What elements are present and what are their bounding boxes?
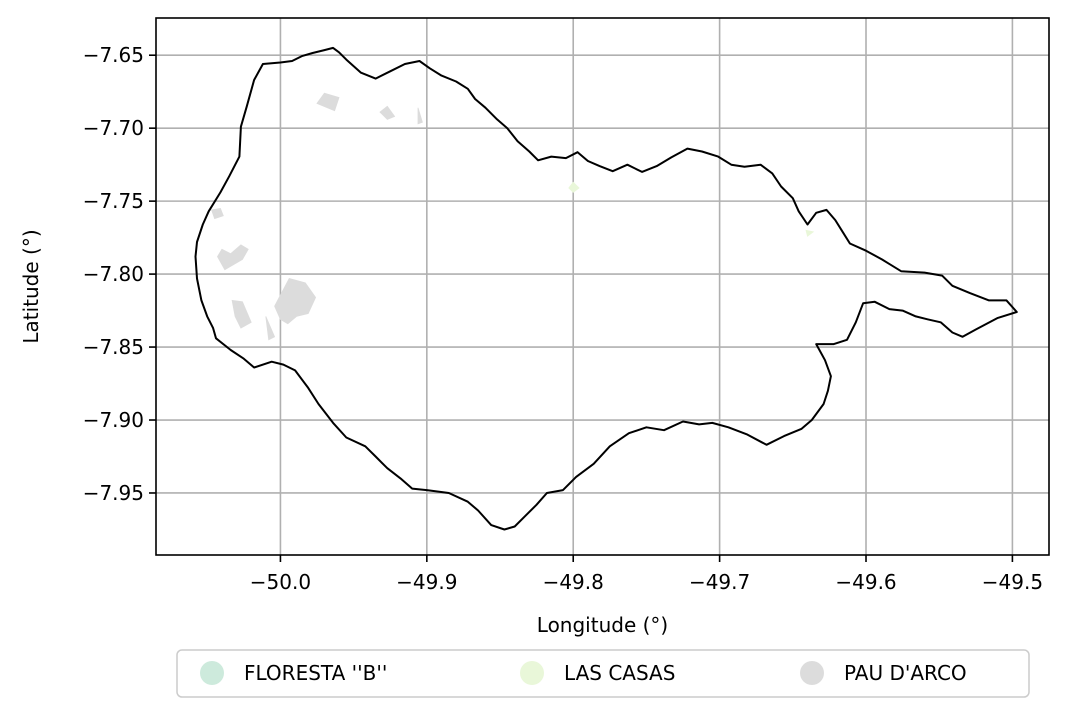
legend-label: PAU D'ARCO <box>844 661 967 685</box>
y-tick-label: −7.70 <box>83 116 144 140</box>
legend-marker <box>200 661 224 685</box>
x-tick-label: −49.8 <box>543 570 604 594</box>
x-axis-label: Longitude (°) <box>537 613 668 637</box>
regions-layer <box>211 92 815 341</box>
region-pau-d-arco <box>217 244 249 271</box>
legend-marker <box>800 661 824 685</box>
y-axis-label: Latitude (°) <box>19 229 43 343</box>
region-las-casas <box>805 229 815 237</box>
region-pau-d-arco <box>316 92 340 112</box>
region-las-casas <box>568 181 580 193</box>
legend-entry-floresta-b: FLORESTA ''B'' <box>200 661 387 685</box>
y-axis-ticks: −7.65 −7.70 −7.75 −7.80 −7.85 −7.90 −7.95 <box>83 43 156 505</box>
legend: FLORESTA ''B'' LAS CASAS PAU D'ARCO <box>176 649 1030 698</box>
x-tick-label: −49.9 <box>396 570 457 594</box>
legend-label: LAS CASAS <box>564 661 675 685</box>
municipality-boundary <box>194 46 1018 531</box>
legend-entry-las-casas: LAS CASAS <box>520 661 675 685</box>
legend-label: FLORESTA ''B'' <box>244 661 387 685</box>
y-tick-label: −7.75 <box>83 189 144 213</box>
y-tick-label: −7.65 <box>83 43 144 67</box>
x-tick-label: −50.0 <box>250 570 311 594</box>
y-tick-label: −7.95 <box>83 481 144 505</box>
y-tick-label: −7.80 <box>83 262 144 286</box>
region-pau-d-arco <box>231 299 252 329</box>
legend-marker <box>520 661 544 685</box>
region-pau-d-arco <box>274 278 317 325</box>
region-pau-d-arco <box>417 107 423 125</box>
x-tick-label: −49.5 <box>982 570 1043 594</box>
x-tick-label: −49.7 <box>689 570 750 594</box>
y-tick-label: −7.85 <box>83 335 144 359</box>
gridlines <box>156 18 1049 555</box>
region-pau-d-arco <box>265 316 276 341</box>
region-pau-d-arco <box>379 105 396 120</box>
plot-frame <box>155 17 1050 556</box>
boundary-layer <box>194 46 1018 531</box>
x-axis-ticks: −50.0 −49.9 −49.8 −49.7 −49.6 −49.5 <box>250 555 1043 594</box>
x-tick-label: −49.6 <box>835 570 896 594</box>
y-tick-label: −7.90 <box>83 408 144 432</box>
region-pau-d-arco <box>211 207 224 220</box>
legend-entry-pau-d-arco: PAU D'ARCO <box>800 661 967 685</box>
